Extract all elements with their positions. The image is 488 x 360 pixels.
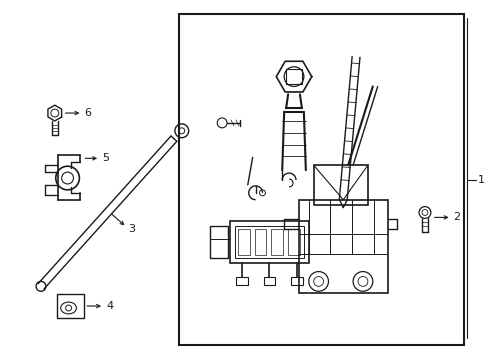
- Bar: [313, 165, 367, 204]
- Bar: [298, 200, 387, 293]
- Text: 1: 1: [477, 175, 484, 185]
- Bar: [235, 278, 247, 285]
- Text: 3: 3: [128, 224, 135, 234]
- Bar: [210, 226, 227, 258]
- Bar: [238, 229, 249, 255]
- Bar: [285, 69, 301, 85]
- Bar: [290, 278, 302, 285]
- Bar: [254, 229, 266, 255]
- Text: 4: 4: [106, 301, 113, 311]
- Text: 2: 2: [452, 212, 460, 222]
- Bar: [287, 229, 299, 255]
- Bar: [229, 221, 308, 263]
- Bar: [263, 278, 275, 285]
- Bar: [271, 229, 283, 255]
- Bar: [57, 294, 84, 318]
- Bar: [234, 226, 303, 258]
- Bar: [179, 14, 464, 345]
- Text: 6: 6: [84, 108, 91, 118]
- Text: 5: 5: [102, 153, 109, 163]
